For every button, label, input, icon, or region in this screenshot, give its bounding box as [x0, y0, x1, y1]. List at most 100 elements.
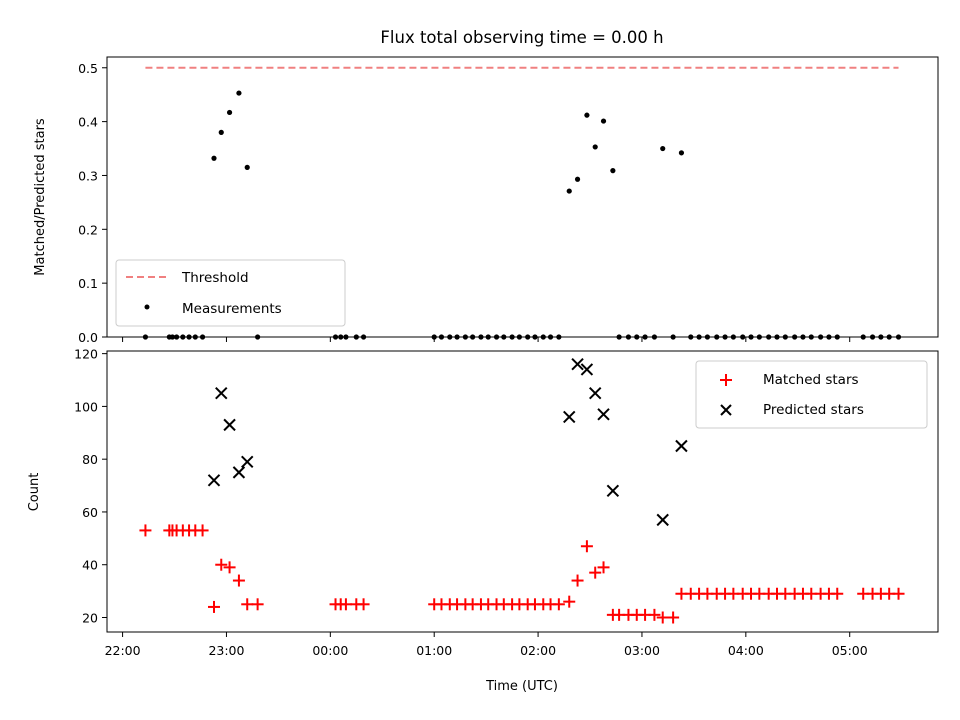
count-x-tick-label: 22:00	[105, 643, 141, 658]
ratio-y-tick-label: 0.1	[78, 276, 98, 291]
predicted-marker-b	[563, 410, 576, 424]
measurement-point	[244, 164, 250, 170]
predicted-marker-b	[675, 439, 688, 453]
predicted-marker-b	[207, 474, 221, 487]
measurement-point	[226, 109, 233, 116]
x-axis-label: Time (UTC)	[485, 679, 558, 694]
ratio-legend-box	[115, 259, 346, 327]
matched-star-marker	[357, 598, 370, 611]
predicted-star-marker	[223, 418, 236, 432]
count-y-tick-label: 20	[82, 610, 98, 625]
matched-star-marker	[223, 561, 236, 574]
count-x-tick-label: 03:00	[624, 643, 660, 658]
predicted-star-marker	[597, 408, 610, 421]
count-y-tick-label: 60	[82, 505, 98, 520]
count-y-tick-label: 120	[74, 347, 98, 362]
matched-legend-label: Matched stars	[763, 372, 859, 388]
count-panel: 20 40 60 80 100 120 22:00 23:00 00:00 01:00 02:00…	[27, 347, 939, 694]
predicted-marker-b	[215, 387, 228, 400]
ratio-y-tick-label: 0.5	[78, 61, 98, 76]
predicted-star-marker	[563, 410, 576, 424]
predicted-star-marker	[589, 387, 602, 400]
ratio-panel-frame	[106, 56, 939, 338]
count-y-tick-label: 40	[82, 558, 98, 573]
count-legend-box	[695, 360, 928, 429]
matched-star-marker	[656, 611, 669, 624]
measurement-point	[574, 176, 581, 182]
predicted-marker-b	[223, 418, 236, 432]
predicted-marker-b	[571, 357, 584, 371]
predicted-marker-b	[589, 387, 602, 400]
matched-star-marker	[207, 600, 220, 613]
predicted-marker-b	[597, 408, 610, 421]
count-x-tick-label: 00:00	[312, 643, 348, 658]
count-y-tick-label: 100	[74, 399, 98, 414]
measurement-point	[218, 129, 224, 135]
matched-legend-swatch	[720, 374, 732, 386]
predicted-star-marker	[580, 363, 594, 376]
measurements-legend-label: Measurements	[182, 301, 282, 317]
matched-star-marker	[597, 561, 610, 574]
predicted-star-marker	[656, 513, 669, 527]
matched-star-marker	[648, 608, 661, 621]
predicted-marker-b	[241, 455, 254, 469]
matched-star-marker	[215, 558, 228, 571]
predicted-marker-b	[606, 484, 620, 498]
ratio-y-axis: 0.0 0.1 0.2 0.3 0.4 0.5	[78, 61, 107, 345]
matched-star-marker	[580, 540, 593, 553]
measurement-point	[236, 90, 242, 96]
matched-star-marker	[139, 524, 152, 537]
predicted-star-marker	[215, 387, 228, 400]
count-panel-frame	[106, 350, 939, 633]
predicted-star-marker	[207, 474, 221, 487]
matched-star-marker	[667, 611, 680, 624]
predicted-star-marker	[675, 439, 688, 453]
measurements-legend-swatch	[144, 304, 150, 310]
predicted-marker-b	[232, 466, 246, 479]
measurement-point	[660, 145, 666, 152]
count-y-axis: 20 40 60 80 100 120	[74, 347, 107, 625]
count-legend: Matched stars Predicted stars	[695, 360, 928, 429]
measurement-point	[600, 118, 607, 124]
count-x-axis: 22:00 23:00 00:00 01:00 02:00 03:00 04:00 05:00	[105, 632, 868, 658]
matched-star-marker	[589, 566, 602, 579]
predicted-marker-b	[656, 513, 669, 527]
predicted-star-marker	[571, 357, 584, 371]
predicted-marker-b	[580, 363, 594, 376]
ratio-panel: 0.0 0.1 0.2 0.3 0.4 0.5 Matched/Predicted sta…	[33, 56, 939, 345]
ratio-y-tick-label: 0.0	[78, 330, 98, 345]
matched-star-marker	[571, 574, 584, 587]
chart-title: Flux total observing time = 0.00 h	[380, 28, 663, 47]
ratio-y-axis-label: Matched/Predicted stars	[33, 118, 48, 276]
predicted-star-marker	[232, 466, 246, 479]
threshold-legend-label: Threshold	[181, 270, 249, 286]
count-x-tick-label: 23:00	[208, 643, 244, 658]
matched-star-marker	[251, 598, 264, 611]
measurement-point	[211, 155, 217, 161]
predicted-star-marker	[241, 455, 254, 469]
ratio-y-tick-label: 0.4	[78, 115, 98, 130]
matched-star-marker	[563, 595, 576, 608]
matched-star-marker	[552, 598, 565, 611]
count-x-tick-label: 04:00	[728, 643, 764, 658]
ratio-y-tick-label: 0.2	[78, 222, 98, 237]
matched-star-marker	[232, 574, 245, 587]
ratio-x-ticks	[122, 337, 851, 342]
count-markers-layer	[139, 357, 905, 624]
count-x-tick-label: 05:00	[832, 643, 868, 658]
count-y-axis-label: Count	[27, 473, 42, 512]
predicted-legend-swatch	[720, 404, 732, 416]
measurement-point	[566, 188, 572, 194]
count-x-tick-label: 02:00	[520, 643, 556, 658]
ratio-y-tick-label: 0.3	[78, 168, 98, 183]
predicted-legend-label: Predicted stars	[763, 402, 864, 418]
measurement-point	[584, 112, 590, 118]
matched-star-marker	[831, 587, 844, 600]
matched-star-marker	[339, 598, 352, 611]
predicted-star-marker	[606, 484, 620, 498]
matched-star-marker	[892, 587, 905, 600]
matched-star-marker	[241, 598, 254, 611]
count-x-tick-label: 01:00	[416, 643, 452, 658]
